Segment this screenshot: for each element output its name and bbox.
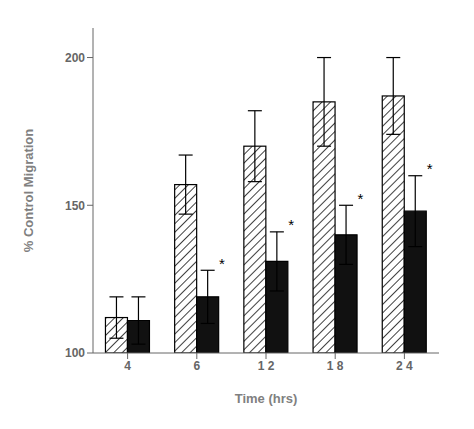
svg-text:6: 6 xyxy=(193,359,200,373)
svg-text:1 2: 1 2 xyxy=(258,359,275,373)
svg-text:% Control Migration: % Control Migration xyxy=(21,129,36,253)
svg-text:Time (hrs): Time (hrs) xyxy=(235,391,298,406)
svg-text:150: 150 xyxy=(65,199,85,213)
svg-text:*: * xyxy=(427,160,433,177)
svg-text:2 4: 2 4 xyxy=(396,359,413,373)
svg-text:*: * xyxy=(288,216,294,233)
svg-text:1 8: 1 8 xyxy=(327,359,344,373)
svg-text:200: 200 xyxy=(65,51,85,65)
svg-text:*: * xyxy=(357,190,363,207)
svg-text:*: * xyxy=(219,255,225,272)
svg-text:4: 4 xyxy=(124,359,131,373)
svg-text:100: 100 xyxy=(65,346,85,360)
